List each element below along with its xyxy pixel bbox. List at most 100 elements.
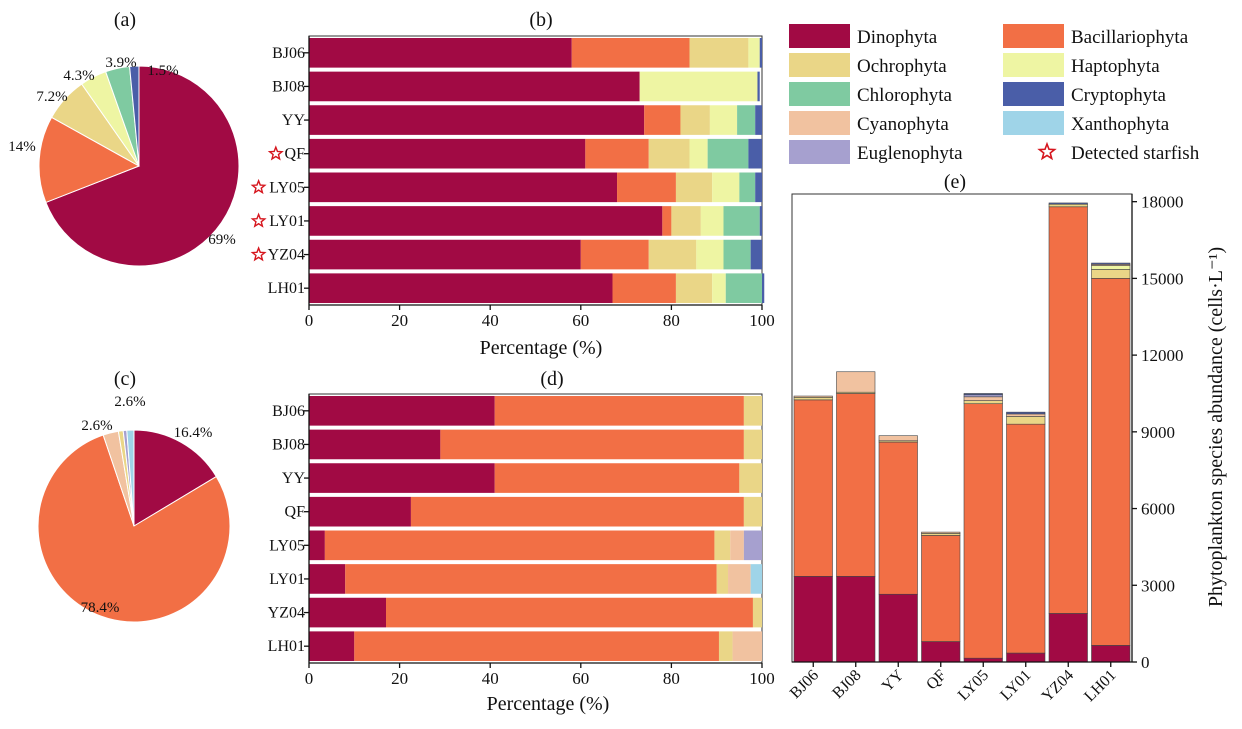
bar-e-bar-yz04-bacillariophyta — [1048, 206, 1088, 614]
bar-e-bar-bj06-bacillariophyta — [793, 399, 833, 577]
bar-e-bar-qf-dinophyta — [921, 641, 961, 663]
legend-swatch-cyanophyta — [789, 111, 850, 135]
bar-b-bar-bj08-dinophyta — [309, 71, 640, 102]
pie-chart-c: 16.4% 78.4% 2.6%2.6% — [37, 394, 231, 623]
legend-swatch-ochrophyta — [789, 53, 850, 77]
bar-b-star-icon-ly05 — [250, 178, 267, 195]
bar-d-bar-ly01-cyanophyta — [728, 564, 751, 594]
bar-e-bar-ly01-dinophyta — [1006, 652, 1046, 663]
pie-a-label-chlorophyta: 3.9% — [105, 55, 136, 71]
bar-b-bar-yz04-bacillariophyta — [580, 239, 649, 270]
bar-b-bar-lh01-dinophyta — [309, 273, 613, 304]
bar-b-bar-ly01-cryptophyta — [759, 206, 762, 236]
bar-e-bar-bj06-dinophyta — [793, 576, 833, 663]
bar-d-bar-bj08-ochrophyta — [743, 429, 762, 460]
bar-b-bar-lh01-haptophyta — [712, 273, 726, 304]
bar-b-bar-ly01-haptophyta — [700, 206, 724, 236]
bar-e-ytick-label: 15000 — [1141, 269, 1184, 288]
bar-b-bar-lh01-chlorophyta — [725, 273, 762, 304]
bar-e-bar-bj08-dinophyta — [836, 576, 876, 663]
pie-c-label-dinophyta: 16.4% — [174, 425, 213, 441]
bar-e-bar-qf-cyanophyta — [921, 531, 961, 534]
bar-d-bar-ly05-cyanophyta — [730, 530, 744, 561]
bar-d-xtick-label: 60 — [572, 669, 589, 688]
bar-d-xtick-label: 40 — [482, 669, 499, 688]
bar-d-bar-yy-bacillariophyta — [494, 463, 740, 493]
bar-d-xtick-label: 100 — [749, 669, 775, 688]
bar-e-bar-yy-cyanophyta — [878, 435, 918, 442]
panel-label-b: (b) — [529, 9, 552, 31]
bar-b-bar-lh01-bacillariophyta — [612, 273, 676, 304]
bar-b-bar-yy-bacillariophyta — [644, 105, 681, 135]
pie-c-label-bacillariophyta: 78.4% — [81, 600, 120, 616]
bar-e-ytick-label: 12000 — [1141, 346, 1184, 365]
bar-e-bar-yy-dinophyta — [878, 593, 918, 663]
panel-label-c: (c) — [114, 368, 136, 390]
bar-e-bar-bj06-cyanophyta — [793, 395, 833, 398]
bar-e-bar-ly05-cyanophyta — [963, 396, 1003, 401]
bar-b-bar-yz04-chlorophyta — [723, 239, 751, 270]
legend-swatch-cryptophyta — [1003, 82, 1064, 106]
bar-d-bar-yy-dinophyta — [309, 463, 495, 493]
bar-d-bar-ly05-dinophyta — [309, 530, 325, 561]
bar-d-bar-ly05-ochrophyta — [714, 530, 731, 561]
legend-label-chlorophyta: Chlorophyta — [857, 85, 953, 106]
bar-b-bar-bj06-bacillariophyta — [571, 38, 690, 68]
bar-b-bar-qf-chlorophyta — [707, 138, 749, 169]
pie-a-slice-bacillariophyta — [38, 116, 141, 204]
bar-d-category-label-lh01: LH01 — [268, 638, 305, 655]
bar-b-category-label-ly01: LY01 — [269, 213, 305, 230]
bar-e-category-label-lh01: LH01 — [1081, 667, 1119, 705]
legend-swatch-dinophyta — [789, 24, 850, 48]
bar-b-bar-qf-ochrophyta — [648, 138, 690, 169]
bar-d-category-label-ly05: LY05 — [269, 537, 305, 554]
bar-e-category-label-qf: QF — [923, 667, 950, 694]
bar-d-bar-yz04-dinophyta — [309, 597, 387, 628]
bar-d-bar-ly01-ochrophyta — [716, 564, 729, 594]
bar-b-star-icon-qf — [267, 145, 284, 161]
bar-e-category-label-bj06: BJ06 — [787, 667, 822, 702]
bar-b-bar-ly01-dinophyta — [309, 206, 663, 236]
bar-b-bar-qf-haptophyta — [689, 138, 708, 169]
bar-d-bar-ly05-euglenophyta — [743, 530, 762, 561]
bar-e-bar-yz04-dinophyta — [1048, 613, 1088, 663]
bar-d-category-label-bj06: BJ06 — [272, 403, 305, 420]
bar-d-bar-lh01-ochrophyta — [718, 631, 733, 662]
bar-b-bar-qf-cryptophyta — [748, 138, 762, 169]
bar-d-bar-yy-ochrophyta — [739, 463, 762, 493]
bar-b-bar-ly01-chlorophyta — [723, 206, 760, 236]
bar-e-ytick-label: 3000 — [1141, 576, 1175, 595]
bar-b-bar-yz04-dinophyta — [309, 239, 581, 270]
bar-e-bar-ly01-cyanophyta — [1006, 413, 1046, 417]
bar-d-bar-ly05-bacillariophyta — [324, 530, 715, 561]
bar-e-category-label-yz04: YZ04 — [1039, 667, 1077, 705]
bar-d-xtick-label: 0 — [305, 669, 314, 688]
bar-b-bar-bj06-dinophyta — [309, 38, 572, 68]
legend-swatch-chlorophyta — [789, 82, 850, 106]
legend-label-dinophyta: Dinophyta — [857, 27, 938, 48]
pie-a-label-dinophyta: 69% — [208, 232, 236, 248]
legend-label-starfish: Detected starfish — [1071, 143, 1200, 164]
bar-e-category-label-ly05: LY05 — [955, 667, 992, 704]
legend-label-cryptophyta: Cryptophyta — [1071, 85, 1167, 106]
bar-d-bar-bj06-bacillariophyta — [494, 396, 744, 426]
bar-e-bar-ly05-bacillariophyta — [963, 403, 1003, 659]
x-axis-title-d: Percentage (%) — [487, 693, 610, 715]
pie-a-label-ochrophyta: 7.2% — [36, 89, 67, 105]
pie-c-slice-bacillariophyta — [37, 434, 231, 623]
bar-b-bar-ly05-chlorophyta — [739, 172, 756, 203]
bar-b-bar-bj06-haptophyta — [748, 38, 760, 68]
bar-d-bar-ly01-xanthophyta — [750, 564, 762, 594]
pie-c-label-cyanophyta: 2.6% — [81, 418, 112, 434]
bar-b-bar-ly05-haptophyta — [712, 172, 740, 203]
bar-e-bar-bj08-cyanophyta — [836, 371, 876, 393]
bar-e-bar-ly01-ochrophyta — [1006, 416, 1046, 425]
bar-d-bar-yz04-bacillariophyta — [386, 597, 753, 628]
legend-star-icon — [1037, 141, 1057, 161]
bar-e-bar-yy-bacillariophyta — [878, 441, 918, 595]
bar-b-bar-bj08-haptophyta — [639, 71, 758, 102]
bar-e-bar-lh01-ochrophyta — [1091, 269, 1131, 279]
bar-b-bar-qf-dinophyta — [309, 138, 586, 169]
